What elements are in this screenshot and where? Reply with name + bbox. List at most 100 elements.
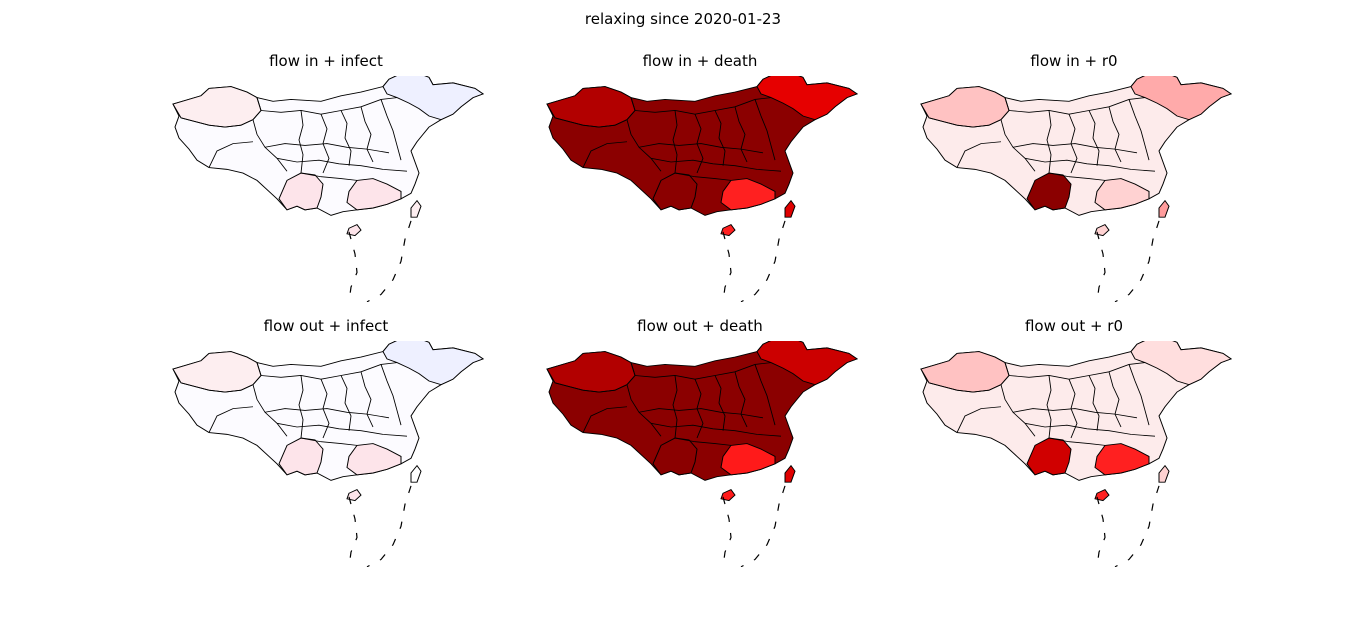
maritime-boundary-dashes — [1114, 220, 1160, 302]
province-border — [674, 437, 732, 446]
maritime-boundary-dashes — [366, 220, 412, 302]
province-border — [380, 99, 402, 161]
map-panel-flow-out-infect: flow out + infect — [161, 317, 491, 567]
province-border — [208, 406, 254, 433]
island-taiwan — [410, 199, 422, 218]
region-south — [720, 178, 776, 211]
province-border — [582, 406, 628, 433]
region-northeast — [1130, 76, 1233, 121]
province-border — [1088, 375, 1100, 431]
island-taiwan — [784, 199, 796, 218]
province-border — [360, 371, 374, 428]
island-taiwan — [1158, 199, 1170, 218]
province-border — [928, 97, 1010, 128]
province-border — [1024, 157, 1156, 172]
choropleth-map — [172, 76, 485, 302]
province-border — [260, 97, 398, 115]
region-southwest — [1026, 437, 1072, 476]
region-northeast — [382, 76, 485, 121]
province-border — [1046, 375, 1052, 439]
panel-title: flow out + r0 — [1024, 317, 1124, 335]
province-border — [1012, 143, 1138, 154]
province-border — [674, 172, 732, 181]
province-border — [276, 157, 408, 172]
maritime-boundary-dashes — [740, 485, 786, 567]
map-panel-flow-in-r0: flow in + r0 — [909, 52, 1239, 302]
choropleth-map — [172, 341, 485, 567]
province-border — [1024, 422, 1156, 437]
region-south — [346, 178, 402, 211]
panel-title: flow in + r0 — [1030, 52, 1118, 70]
island-hainan — [720, 223, 736, 237]
panel-title: flow in + infect — [269, 52, 383, 70]
province-border — [1048, 172, 1106, 181]
province-border — [298, 110, 304, 174]
island-hainan — [346, 223, 362, 237]
island-taiwan — [410, 464, 422, 483]
province-border — [650, 422, 782, 437]
province-border — [340, 375, 352, 431]
province-border — [264, 408, 390, 419]
choropleth-map — [546, 341, 859, 567]
maritime-boundary-dashes — [740, 220, 786, 302]
region-south — [720, 443, 776, 476]
province-border — [956, 406, 1002, 433]
province-border — [650, 157, 782, 172]
province-border — [928, 362, 1010, 393]
province-border — [298, 375, 304, 439]
maritime-boundary-dashes — [348, 496, 358, 567]
province-border — [1008, 362, 1146, 380]
province-border — [300, 172, 358, 181]
province-border — [1048, 437, 1106, 446]
maritime-boundary-dashes — [722, 231, 732, 302]
region-southwest — [652, 437, 698, 476]
province-border — [180, 97, 262, 128]
maritime-boundary-dashes — [1114, 485, 1160, 567]
island-hainan — [346, 488, 362, 502]
choropleth-map — [920, 76, 1233, 302]
province-border — [672, 375, 678, 439]
island-taiwan — [784, 464, 796, 483]
province-border — [360, 106, 374, 163]
island-hainan — [1094, 488, 1110, 502]
panel-title: flow out + infect — [263, 317, 389, 335]
province-border — [714, 110, 726, 166]
maritime-boundary-dashes — [366, 485, 412, 567]
maritime-boundary-dashes — [1096, 496, 1106, 567]
choropleth-map — [920, 341, 1233, 567]
map-panel-flow-out-death: flow out + death — [535, 317, 865, 567]
region-southwest — [278, 172, 324, 211]
province-border — [300, 437, 358, 446]
maritime-boundary-dashes — [722, 496, 732, 567]
province-border — [1046, 110, 1052, 174]
figure-title: relaxing since 2020-01-23 — [584, 10, 782, 28]
province-border — [1128, 99, 1150, 161]
province-border — [634, 97, 772, 115]
province-border — [208, 141, 254, 168]
region-south — [1094, 178, 1150, 211]
region-northeast — [756, 76, 859, 121]
province-border — [634, 362, 772, 380]
province-border — [554, 362, 636, 393]
province-border — [264, 143, 390, 154]
province-border — [1008, 97, 1146, 115]
province-border — [956, 141, 1002, 168]
region-southwest — [652, 172, 698, 211]
region-southwest — [278, 437, 324, 476]
panel-title: flow out + death — [637, 317, 763, 335]
province-border — [672, 110, 678, 174]
maritime-boundary-dashes — [1096, 231, 1106, 302]
province-border — [554, 97, 636, 128]
map-panel-flow-out-r0: flow out + r0 — [909, 317, 1239, 567]
province-border — [714, 375, 726, 431]
province-border — [180, 362, 262, 393]
province-border — [380, 364, 402, 426]
province-border — [734, 371, 748, 428]
map-panel-flow-in-infect: flow in + infect — [161, 52, 491, 302]
province-border — [638, 143, 764, 154]
province-border — [582, 141, 628, 168]
island-taiwan — [1158, 464, 1170, 483]
province-border — [276, 422, 408, 437]
province-border — [1012, 408, 1138, 419]
region-south — [1094, 443, 1150, 476]
